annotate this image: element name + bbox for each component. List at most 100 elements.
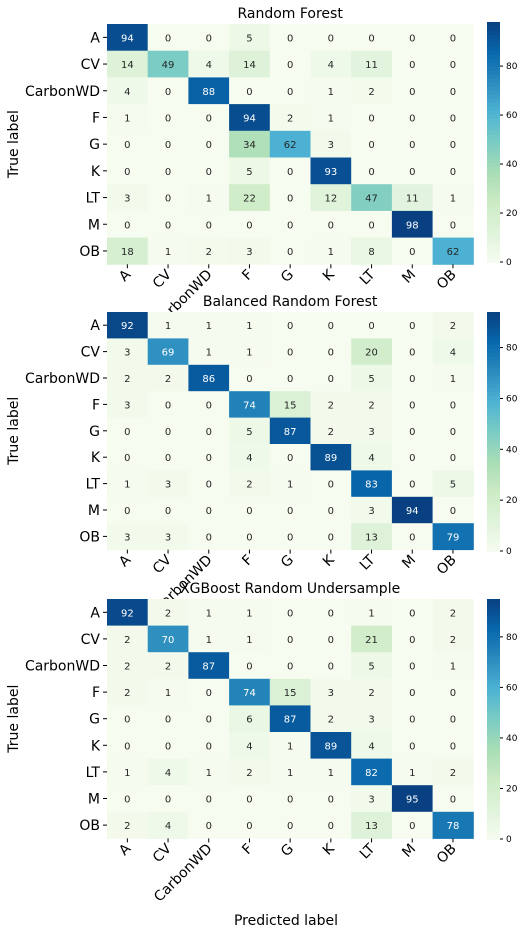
colorbar-segment (487, 126, 500, 131)
colorbar-segment (487, 383, 500, 389)
cell-value-label: 0 (409, 321, 415, 332)
heatmap-cell (432, 237, 474, 265)
colorbar-segment (487, 527, 500, 532)
cell-value-label: 2 (124, 635, 130, 646)
colorbar-segment (487, 431, 500, 437)
heatmap-cell (432, 312, 474, 339)
colorbar-segment (487, 86, 500, 91)
y-tick-label: K (91, 164, 101, 180)
cell-value-label: 18 (121, 247, 134, 258)
cell-value-label: 0 (409, 348, 415, 359)
cell-value-label: 0 (165, 400, 171, 411)
colorbar-segment (487, 90, 500, 95)
cell-value-label: 1 (287, 480, 293, 491)
cell-value-label: 1 (206, 768, 212, 779)
y-tick-label: F (92, 685, 100, 701)
cell-value-label: 0 (287, 506, 293, 517)
cell-value-label: 22 (243, 194, 256, 205)
heatmap-cell (269, 77, 311, 105)
heatmap-cell (107, 652, 149, 680)
heatmap-cell (432, 758, 474, 786)
cell-value-label: 0 (124, 715, 130, 726)
colorbar-segment (487, 371, 500, 377)
heatmap-cell (269, 338, 311, 366)
cell-value-label: 95 (406, 795, 419, 806)
colorbar-segment (487, 106, 500, 111)
heatmap-cell (391, 130, 434, 158)
cell-value-label: 4 (165, 768, 171, 779)
heatmap-cell (147, 785, 189, 813)
heatmap-panel-2: Balanced Random Forest 92 1 1 1 0 0 0 0 2 3 69 1 1 0 0 2… (6, 294, 518, 617)
cell-value-label: 2 (246, 768, 252, 779)
cell-value-label: 3 (368, 795, 374, 806)
heatmap-cell (229, 237, 271, 265)
heatmap-cell (188, 312, 230, 339)
cell-value-label: 0 (206, 795, 212, 806)
x-tick-label: CV (150, 267, 175, 292)
cell-value-label: 0 (165, 33, 171, 44)
heatmap-cell (351, 523, 393, 551)
cell-value-label: 0 (246, 821, 252, 832)
colorbar-segment (487, 118, 500, 123)
colorbar-segment (487, 795, 500, 800)
colorbar-segment (487, 799, 500, 804)
cell-value-label: 0 (206, 220, 212, 231)
cell-value-label: 83 (365, 480, 378, 491)
heatmap-cell (391, 758, 434, 786)
colorbar-segment (487, 667, 500, 672)
y-tick-label: G (89, 424, 100, 440)
cell-value-label: 74 (243, 688, 256, 699)
colorbar-segment (487, 443, 500, 449)
cell-value-label: 0 (206, 532, 212, 543)
cell-value-label: 13 (365, 532, 378, 543)
x-tick-label: F (239, 552, 256, 569)
heatmap-cell (107, 705, 149, 733)
heatmap-cell (188, 184, 230, 212)
cell-value-label: 0 (124, 427, 130, 438)
cell-value-label: 0 (328, 795, 334, 806)
heatmap-cell (229, 785, 271, 813)
cell-value-label: 0 (206, 427, 212, 438)
x-tick-label: F (239, 267, 256, 284)
colorbar-segment (487, 635, 500, 640)
cell-value-label: 20 (365, 348, 378, 359)
cell-value-label: 4 (165, 821, 171, 832)
cell-value-label: 4 (206, 60, 212, 71)
heatmap-cell (107, 417, 149, 445)
cell-value-label: 0 (450, 715, 456, 726)
cell-value-label: 0 (206, 140, 212, 151)
cell-value-label: 2 (328, 715, 334, 726)
colorbar-tick-label: 80 (506, 633, 518, 643)
colorbar-segment (487, 206, 500, 211)
colorbar-segment (487, 515, 500, 520)
heatmap-cell (310, 705, 352, 733)
colorbar-segment (487, 42, 500, 47)
cell-value-label: 0 (287, 167, 293, 178)
colorbar-segment (487, 675, 500, 680)
cell-value-label: 0 (450, 506, 456, 517)
cell-value-label: 14 (243, 60, 256, 71)
cell-value-label: 0 (287, 795, 293, 806)
cell-value-label: 1 (328, 247, 334, 258)
colorbar-segment (487, 130, 500, 135)
colorbar-segment (487, 150, 500, 155)
x-tick-label: K (320, 840, 338, 858)
colorbar-segment (487, 419, 500, 425)
heatmap-cell (351, 785, 393, 813)
cell-value-label: 94 (406, 506, 419, 517)
colorbar-segment (487, 543, 500, 548)
colorbar-segment (487, 98, 500, 103)
cell-value-label: 0 (206, 453, 212, 464)
x-tick-label: LT (357, 841, 379, 863)
colorbar-segment (487, 827, 500, 832)
cell-value-label: 0 (368, 113, 374, 124)
heatmap-cell (269, 470, 311, 498)
heatmap-cell (269, 130, 311, 158)
colorbar-segment (487, 723, 500, 728)
colorbar-segment (487, 715, 500, 720)
heatmap-cell (147, 758, 189, 786)
cell-value-label: 0 (246, 532, 252, 543)
cell-value-label: 0 (368, 321, 374, 332)
x-tick-label: LT (357, 267, 379, 289)
heatmap-cell (107, 732, 149, 760)
